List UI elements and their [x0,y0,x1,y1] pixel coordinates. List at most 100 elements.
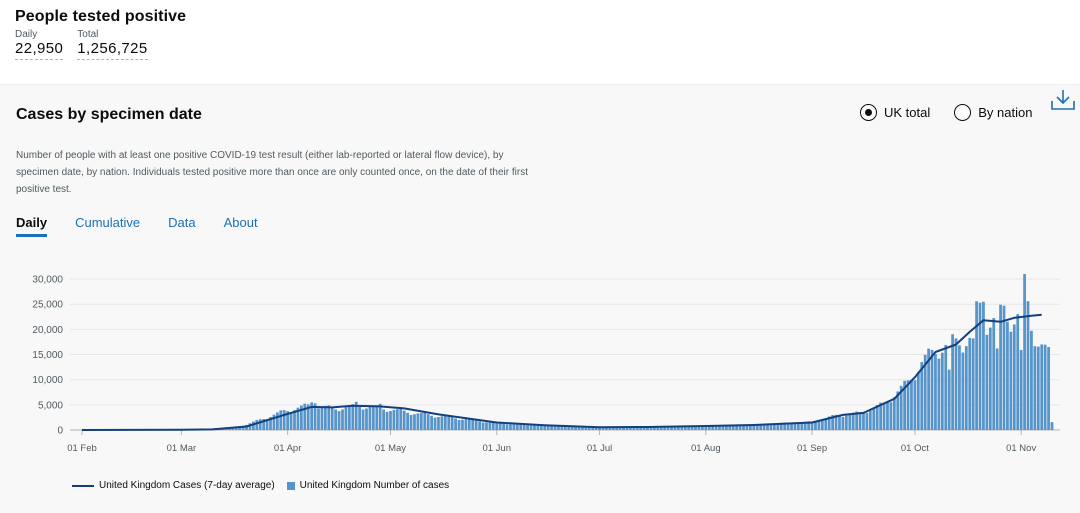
chart-tabs: Daily Cumulative Data About [16,215,258,237]
area-radio-group: UK total By nation [860,104,1032,121]
bar-daily-cases [286,411,290,430]
bar-daily-cases [495,422,499,430]
bar-daily-cases [365,408,368,430]
bar-daily-cases [855,411,858,430]
cases-chart: 0 5,000 10,000 15,000 20,000 25,000 30,000 01 F… [32,274,1060,454]
bar-daily-cases [834,414,838,430]
bar-daily-cases [889,402,893,430]
headline-title: People tested positive [15,8,187,25]
bar-daily-cases [934,354,937,430]
bar-daily-cases [793,423,797,430]
bar-daily-cases [1050,422,1054,430]
bar-daily-cases [831,414,835,430]
bar-daily-cases [584,426,588,430]
bar-daily-cases [255,419,259,430]
chart-card: Cases by specimen date UK total By natio… [0,84,1080,513]
download-icon[interactable] [1050,88,1076,112]
bar-daily-cases [824,418,828,430]
bar-daily-cases [478,421,481,430]
bar-daily-cases [406,412,409,430]
bar-daily-cases [433,417,437,430]
tab-about[interactable]: About [223,215,258,230]
legend-item-average[interactable]: United Kingdom Cases (7-day average) [72,480,275,491]
bar-daily-cases [999,304,1002,430]
total-value[interactable]: 1,256,725 [77,40,148,60]
bar-daily-cases [416,413,420,430]
bar-daily-cases [875,405,879,430]
bar-daily-cases [1040,344,1044,430]
bar-daily-cases [512,423,516,430]
bar-daily-cases [937,358,941,430]
x-tick-label: 01 Jul [587,443,612,454]
bar-daily-cases [581,426,584,430]
legend-item-cases[interactable]: United Kingdom Number of cases [286,480,449,491]
bar-daily-cases [570,426,574,430]
bar-daily-cases [409,414,413,430]
radio-uk-total[interactable]: UK total [860,104,930,121]
bar-daily-cases [371,406,375,430]
bar-daily-cases [543,425,547,430]
bar-daily-cases [481,422,485,430]
bar-daily-cases [1009,331,1013,430]
bar-daily-cases [563,425,567,430]
x-tick-label: 01 Feb [67,443,97,454]
daily-value[interactable]: 22,950 [15,40,64,60]
bar-daily-cases [810,421,814,430]
radio-unchecked-icon[interactable] [954,104,972,121]
bar-daily-cases [594,427,598,430]
bar-daily-cases [958,345,961,430]
bar-daily-cases [423,412,427,430]
x-tick-label: 01 Oct [901,443,929,454]
radio-checked-icon[interactable] [860,104,877,121]
bar-daily-cases [807,421,811,430]
bar-daily-cases [947,369,951,430]
bar-daily-cases [718,425,721,430]
bar-daily-cases [776,423,780,430]
bar-daily-cases [779,423,783,430]
bar-daily-cases [827,416,831,430]
bar-daily-cases [673,426,677,430]
bar-daily-cases [882,402,886,430]
bar-daily-cases [690,426,694,430]
total-label: Total [77,29,99,40]
bar-daily-cases [848,413,852,430]
bar-daily-cases [642,426,646,430]
bar-daily-cases [892,397,896,430]
bar-daily-cases [454,418,457,430]
bar-daily-cases [611,426,615,430]
headline-metrics: Daily 22,950 Total 1,256,725 [15,29,186,60]
bar-daily-cases [1026,301,1030,430]
bar-daily-cases [252,421,255,430]
radio-by-nation[interactable]: By nation [954,104,1032,121]
bar-daily-cases [961,352,965,430]
radio-by-nation-label: By nation [978,105,1033,120]
bar-daily-cases [457,419,461,430]
bar-daily-cases [817,421,821,430]
bar-daily-cases [399,408,403,430]
tab-cumulative[interactable]: Cumulative [75,215,141,230]
bar-daily-cases [303,403,307,430]
bar-daily-cases [1023,274,1026,430]
tab-daily[interactable]: Daily [16,215,48,237]
bar-daily-cases [385,411,389,430]
bar-daily-cases [906,380,910,430]
bar-daily-cases [550,425,553,430]
bar-daily-cases [378,403,382,430]
bar-daily-cases [491,422,495,430]
headline-summary: People tested positive Daily 22,950 Tota… [15,8,186,60]
bar-daily-cases [786,422,790,430]
bar-daily-cases [755,424,759,430]
bar-daily-cases [272,414,276,430]
bar-daily-cases [670,426,673,430]
tab-data[interactable]: Data [168,215,196,230]
bar-daily-cases [330,407,334,430]
bar-daily-cases [838,415,841,430]
bar-daily-cases [653,427,656,430]
bar-daily-cases [467,418,471,430]
bar-daily-cases [844,415,848,430]
bar-daily-cases [498,422,502,430]
bar-daily-cases [1012,324,1016,430]
bar-daily-cases [553,426,557,430]
bar-daily-cases [745,425,749,430]
bar-daily-cases [639,426,643,430]
